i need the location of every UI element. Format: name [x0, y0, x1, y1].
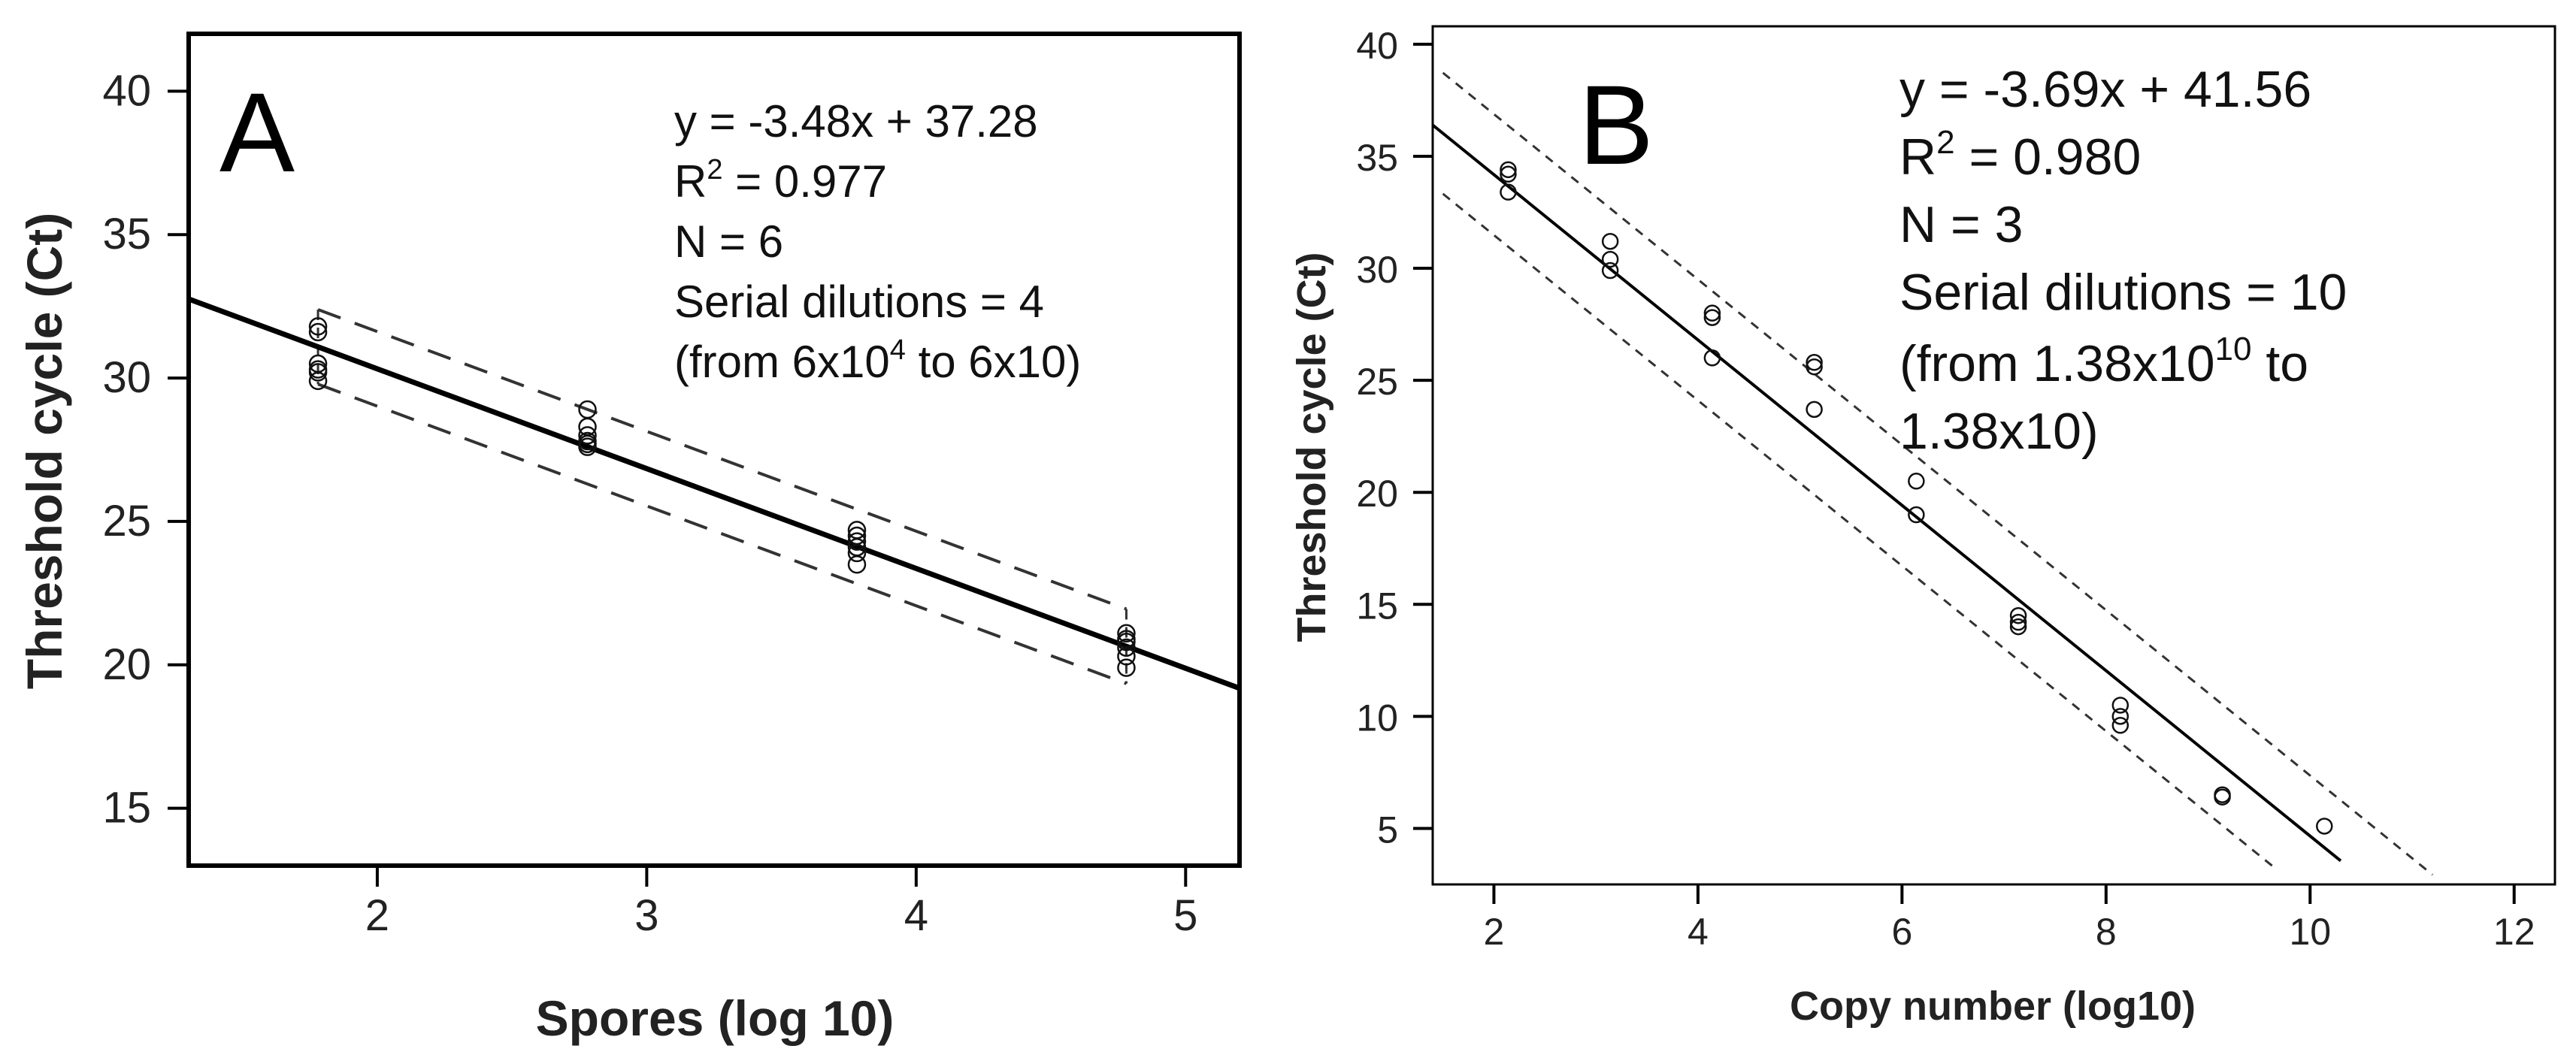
panel-a-equation: y = -3.48x + 37.28: [674, 96, 1038, 147]
panel-a: 2 3 4 5 15 20 25 30 35 40 A y = -3.48x + 37.28 R…: [17, 32, 1242, 1046]
y-tick-label: 5: [1377, 809, 1398, 851]
panel-a-points: [308, 317, 1136, 677]
y-tick-label: 10: [1356, 697, 1398, 739]
data-point: [1806, 401, 1823, 419]
panel-a-fit-line: [187, 296, 1241, 691]
panel-b-dilutions: Serial dilutions = 10: [1899, 264, 2347, 321]
x-tick-label: 12: [2493, 911, 2535, 953]
x-tick-label: 5: [1173, 891, 1197, 940]
data-point: [1117, 633, 1136, 651]
panel-a-letter: A: [219, 69, 295, 195]
panel-b-n: N = 3: [1899, 196, 2023, 253]
panel-a-range: (from 6x104 to 6x10): [674, 334, 1081, 387]
data-point: [1806, 358, 1823, 376]
data-point: [308, 371, 328, 391]
data-point: [1703, 349, 1721, 367]
y-tick-label: 30: [102, 353, 151, 402]
x-tick-label: 4: [904, 891, 928, 940]
panel-b-frame: [1431, 25, 2556, 886]
y-tick-label: 35: [1356, 137, 1398, 179]
data-point: [847, 532, 867, 551]
data-point: [1117, 624, 1136, 643]
data-point: [1117, 638, 1136, 657]
data-point: [578, 437, 597, 456]
data-point: [2111, 697, 2130, 714]
y-tick-label: 25: [102, 497, 151, 546]
data-point: [1117, 647, 1136, 666]
data-point: [1601, 250, 1619, 268]
data-point: [2316, 818, 2333, 835]
data-point: [578, 426, 597, 445]
panel-b-yticks: 5 10 15 20 25 30 35 40: [1356, 25, 1433, 851]
y-tick-label: 20: [102, 640, 151, 689]
data-point: [847, 543, 867, 563]
y-tick-label: 20: [1356, 473, 1398, 515]
x-tick-label: 10: [2289, 911, 2331, 953]
data-point: [2111, 708, 2130, 725]
x-tick-label: 3: [634, 891, 658, 940]
data-point: [1908, 473, 1925, 490]
y-tick-label: 15: [102, 784, 151, 833]
panel-b: 2 4 6 8 10 12 5 10 15 20 25 30 35 40 B y = -3.69x + …: [1289, 25, 2556, 1029]
panel-a-ylabel: Threshold cycle (Ct): [17, 213, 72, 689]
data-point: [1703, 309, 1721, 326]
y-tick-label: 40: [102, 66, 151, 115]
panel-b-xticks: 2 4 6 8 10 12: [1484, 884, 2535, 953]
upper-band-line: [1442, 71, 2434, 876]
data-point: [2214, 788, 2231, 806]
x-tick-label: 2: [1484, 911, 1505, 953]
data-point: [1806, 354, 1823, 371]
y-tick-label: 25: [1356, 361, 1398, 403]
panel-b-ylabel: Threshold cycle (Ct): [1289, 252, 1334, 642]
panel-a-xlabel: Spores (log 10): [536, 990, 894, 1046]
data-point: [1500, 161, 1517, 179]
panel-a-frame: [186, 32, 1242, 868]
upper-band-line: [317, 308, 1128, 611]
x-tick-label: 8: [2096, 911, 2117, 953]
x-tick-label: 6: [1891, 911, 1912, 953]
data-point: [1601, 232, 1619, 250]
data-point: [308, 363, 328, 382]
panel-b-points: [1500, 161, 2333, 835]
data-point: [847, 555, 867, 574]
panel-b-band: [1442, 71, 2434, 876]
x-tick-label: 4: [1688, 911, 1709, 953]
data-point: [1908, 506, 1925, 524]
data-point: [2111, 717, 2130, 734]
panel-b-letter: B: [1579, 62, 1654, 188]
data-point: [1500, 165, 1517, 183]
y-tick-label: 35: [102, 210, 151, 258]
lower-band-line: [317, 382, 1128, 685]
data-point: [308, 317, 328, 336]
panel-b-range: (from 1.38x1010 to: [1899, 331, 2308, 392]
lower-band-line: [1442, 192, 2275, 869]
panel-a-n: N = 6: [674, 216, 783, 267]
panel-b-range-end: 1.38x10): [1899, 403, 2099, 460]
panel-b-equation: y = -3.69x + 41.56: [1899, 61, 2311, 118]
x-tick-label: 2: [365, 891, 389, 940]
data-point: [1703, 304, 1721, 322]
y-tick-label: 15: [1356, 585, 1398, 627]
data-point: [2009, 613, 2027, 631]
data-point: [308, 322, 328, 342]
data-point: [2009, 618, 2027, 636]
data-point: [1601, 261, 1619, 280]
panel-b-r2: R2 = 0.980: [1899, 124, 2141, 186]
data-point: [1117, 658, 1136, 677]
y-tick-label: 40: [1356, 25, 1398, 67]
y-tick-label: 30: [1356, 249, 1398, 291]
panel-b-xlabel: Copy number (log10): [1790, 984, 2196, 1029]
data-point: [1500, 183, 1517, 201]
panel-a-xticks: 2 3 4 5: [365, 866, 1197, 940]
panel-a-yticks: 15 20 25 30 35 40: [102, 66, 189, 833]
panel-b-fit-line: [1431, 123, 2342, 863]
panel-a-dilutions: Serial dilutions = 4: [674, 277, 1044, 327]
panel-a-r2: R2 = 0.977: [674, 154, 887, 207]
data-point: [2009, 606, 2027, 624]
